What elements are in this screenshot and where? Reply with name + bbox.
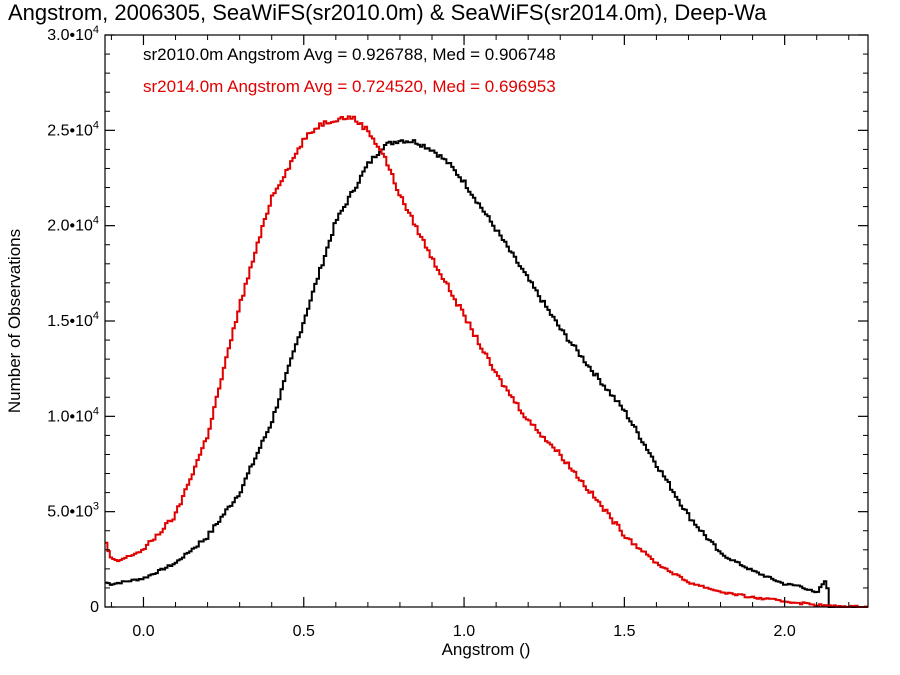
x-tick-label: 2.0 (774, 623, 796, 640)
y-tick-label: 3.0•104 (47, 24, 99, 44)
legend-entry-sr2010: sr2010.0m Angstrom Avg = 0.926788, Med =… (143, 45, 556, 64)
ticks-layer: 0.0 0.5 1.0 1.5 2.0 0 5.0•103 1.0•104 1.5•104 2.0… (47, 24, 868, 640)
y-tick-label: 2.5•104 (47, 119, 99, 139)
y-tick-label: 1.5•104 (47, 310, 99, 330)
chart-title: Angstrom, 2006305, SeaWiFS(sr2010.0m) & … (8, 0, 767, 25)
y-tick-label: 0 (90, 599, 99, 616)
y-tick-label: 1.0•104 (47, 405, 99, 425)
series-line-sr2010 (105, 139, 868, 608)
x-tick-label: 0.5 (293, 623, 315, 640)
y-tick-label: 5.0•103 (47, 501, 99, 521)
series-layer (105, 115, 869, 608)
y-tick-label: 2.0•104 (47, 215, 99, 235)
legend-entry-sr2014: sr2014.0m Angstrom Avg = 0.724520, Med =… (143, 77, 556, 96)
y-axis-label: Number of Observations (5, 229, 24, 413)
x-tick-label: 1.5 (613, 623, 635, 640)
plot-frame (104, 34, 869, 608)
x-axis-label: Angstrom () (442, 640, 531, 659)
x-tick-label: 0.0 (132, 623, 154, 640)
series-line-sr2014 (105, 115, 869, 608)
x-tick-label: 1.0 (453, 623, 475, 640)
